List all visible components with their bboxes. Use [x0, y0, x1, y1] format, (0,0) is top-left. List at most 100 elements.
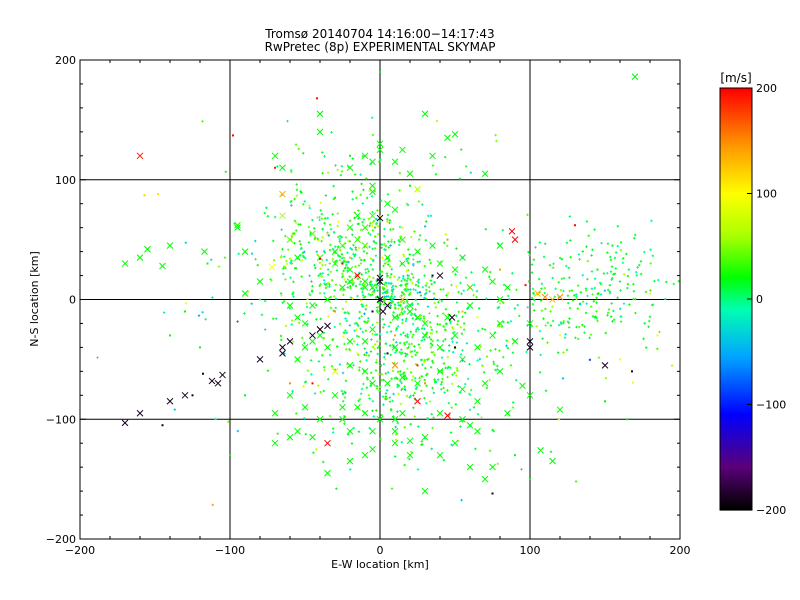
- scatter-point: [644, 290, 648, 294]
- scatter-point: [311, 218, 314, 222]
- scatter-point: [377, 372, 381, 376]
- scatter-point: [397, 239, 400, 242]
- scatter-point: [323, 365, 326, 369]
- x-marker-stroke: [346, 224, 354, 232]
- scatter-point: [447, 401, 451, 405]
- scatter-point: [465, 342, 469, 345]
- scatter-point: [606, 314, 609, 317]
- scatter-point: [361, 291, 364, 294]
- x-marker: [466, 463, 474, 471]
- scatter-point: [413, 345, 416, 348]
- scatter-point: [492, 362, 496, 366]
- scatter-point: [422, 317, 426, 320]
- scatter-point: [331, 257, 335, 261]
- scatter-point: [346, 251, 349, 254]
- scatter-point: [436, 314, 439, 318]
- x-marker-stroke: [369, 445, 376, 453]
- x-marker: [294, 427, 301, 435]
- scatter-point: [386, 218, 389, 221]
- scatter-point: [326, 285, 329, 289]
- scatter-point: [414, 298, 417, 302]
- scatter-point: [450, 382, 454, 386]
- x-marker-stroke: [279, 344, 286, 351]
- scatter-point: [515, 379, 518, 382]
- x-marker-stroke: [294, 356, 301, 363]
- scatter-point: [643, 250, 646, 254]
- scatter-point: [435, 330, 438, 333]
- scatter-point: [416, 260, 419, 264]
- scatter-point: [351, 198, 354, 201]
- scatter-point: [432, 416, 435, 419]
- scatter-point: [335, 269, 339, 272]
- scatter-point: [354, 248, 358, 251]
- scatter-point: [402, 274, 405, 278]
- scatter-point: [406, 336, 410, 339]
- x-marker: [286, 338, 294, 345]
- scatter-point: [638, 263, 641, 267]
- scatter-point: [431, 386, 434, 390]
- scatter-point: [613, 318, 616, 321]
- scatter-point: [243, 312, 246, 315]
- scatter-point: [338, 363, 342, 366]
- scatter-point: [434, 173, 438, 176]
- scatter-point: [382, 403, 385, 406]
- x-marker-stroke: [279, 350, 286, 357]
- scatter-point: [312, 451, 315, 454]
- scatter-point: [569, 239, 572, 242]
- scatter-point: [488, 270, 492, 274]
- scatter-point: [358, 366, 361, 369]
- scatter-point: [341, 371, 345, 375]
- scatter-point: [444, 322, 448, 326]
- x-marker: [466, 302, 474, 309]
- scatter-point: [365, 351, 368, 354]
- scatter-point: [289, 261, 292, 265]
- scatter-point: [416, 302, 420, 306]
- scatter-point: [341, 288, 345, 292]
- scatter-point: [477, 307, 481, 310]
- scatter-point: [621, 261, 625, 265]
- scatter-point: [284, 234, 287, 238]
- x-marker: [631, 73, 639, 81]
- x-marker: [121, 419, 129, 427]
- scatter-point: [384, 395, 388, 398]
- scatter-point: [559, 288, 562, 292]
- scatter-point: [331, 338, 334, 342]
- x-marker: [286, 433, 294, 441]
- x-marker-stroke: [166, 397, 174, 405]
- x-marker: [271, 439, 279, 447]
- scatter-point: [371, 268, 374, 271]
- x-marker: [459, 415, 466, 423]
- scatter-point: [337, 245, 340, 249]
- scatter-point: [258, 298, 262, 301]
- x-marker-stroke: [286, 433, 294, 441]
- x-marker: [391, 344, 399, 351]
- scatter-point: [400, 291, 404, 294]
- scatter-point: [395, 349, 398, 352]
- scatter-point: [379, 158, 382, 161]
- scatter-point: [506, 346, 510, 350]
- chart-title-line1: Tromsø 20140704 14:16:00−14:17:43: [264, 27, 494, 41]
- scatter-point: [287, 248, 290, 251]
- scatter-point: [363, 353, 366, 357]
- scatter-point: [349, 286, 352, 290]
- scatter-point: [395, 327, 399, 330]
- scatter-point: [433, 353, 436, 357]
- scatter-point: [413, 230, 416, 233]
- x-marker: [324, 344, 331, 351]
- x-marker: [399, 373, 406, 381]
- scatter-point: [322, 460, 325, 464]
- x-marker-stroke: [526, 338, 534, 345]
- scatter-point: [619, 241, 623, 244]
- scatter-point: [403, 463, 406, 467]
- scatter-point: [256, 263, 259, 267]
- scatter-point: [414, 330, 418, 333]
- scatter-point: [336, 224, 339, 228]
- scatter-point: [368, 275, 371, 278]
- x-marker-stroke: [346, 338, 354, 345]
- scatter-point: [400, 348, 403, 351]
- x-marker-stroke: [466, 302, 474, 309]
- scatter-point: [441, 377, 444, 381]
- scatter-point: [288, 307, 291, 310]
- scatter-point: [353, 173, 357, 176]
- scatter-point: [544, 324, 547, 327]
